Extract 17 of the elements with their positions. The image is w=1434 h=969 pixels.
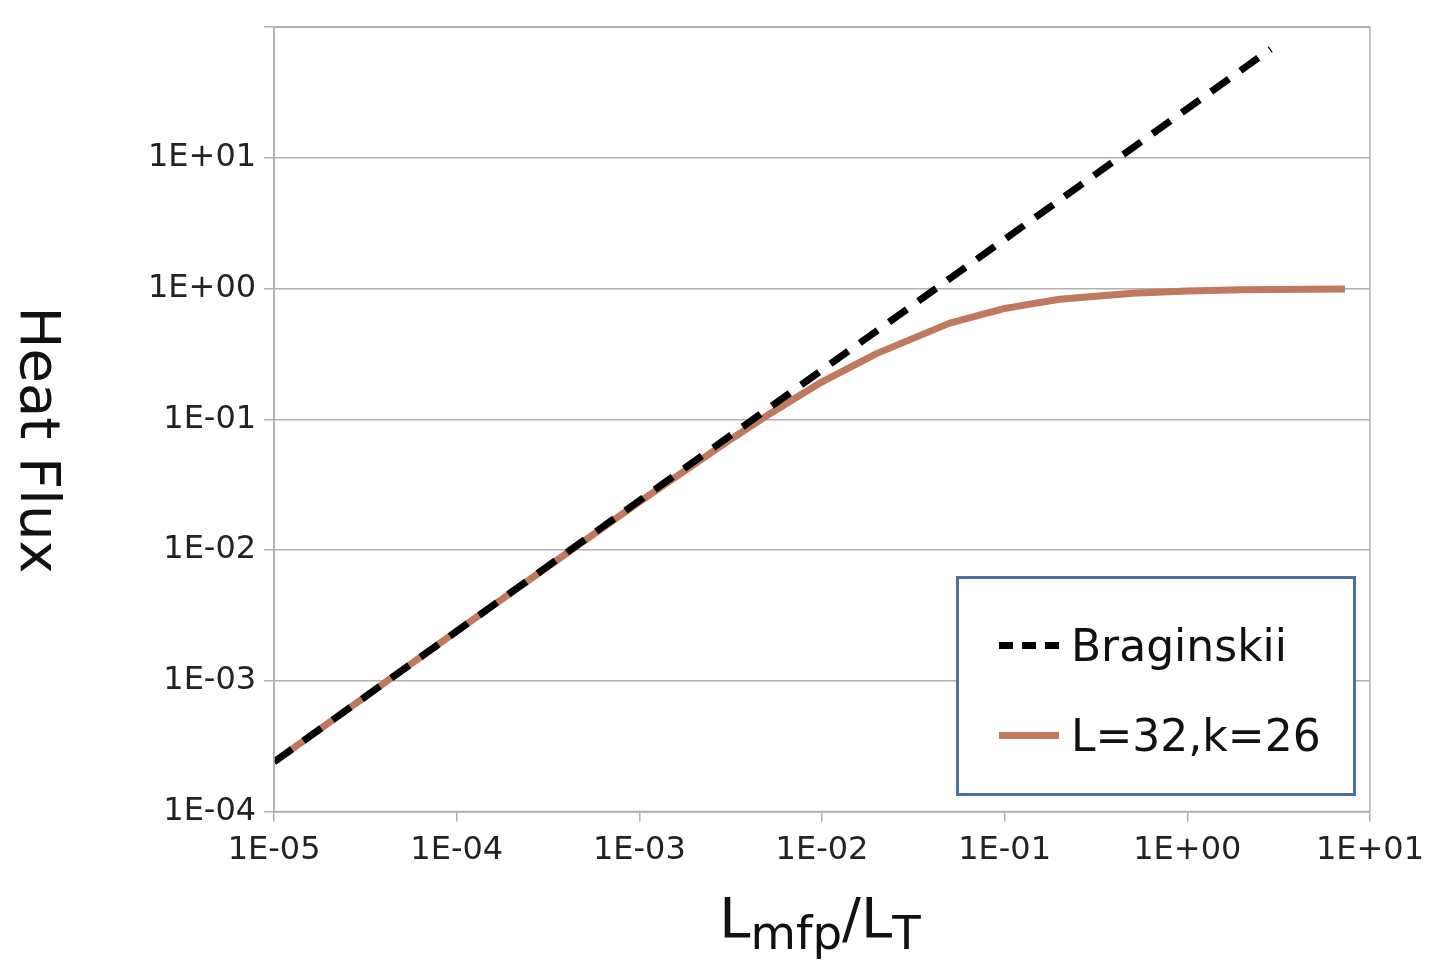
x-axis-title: L$_{mfp}$/L$_{T}$ xyxy=(718,885,922,961)
y-tick-label: 1E-04 xyxy=(163,789,257,828)
y-tick-label: 1E-02 xyxy=(163,528,257,567)
y-tick-label: 1E+00 xyxy=(148,266,257,305)
legend-label: Braginskii xyxy=(1070,620,1288,672)
y-tick-label: 1E-01 xyxy=(163,397,257,436)
y-axis-title: Heat Flux xyxy=(7,306,73,574)
x-tick-label: 1E+01 xyxy=(1315,829,1424,868)
x-tick-label: 1E+00 xyxy=(1133,829,1242,868)
y-tick-label: 1E+01 xyxy=(148,136,257,175)
x-tick-label: 1E-03 xyxy=(592,829,686,868)
legend-label: L=32,k=26 xyxy=(1070,710,1321,762)
x-tick-label: 1E-02 xyxy=(775,829,869,868)
y-tick-label: 1E-03 xyxy=(163,659,257,698)
x-tick-label: 1E-04 xyxy=(410,829,504,868)
x-tick-label: 1E-01 xyxy=(958,829,1052,868)
x-tick-label: 1E-05 xyxy=(227,829,321,868)
